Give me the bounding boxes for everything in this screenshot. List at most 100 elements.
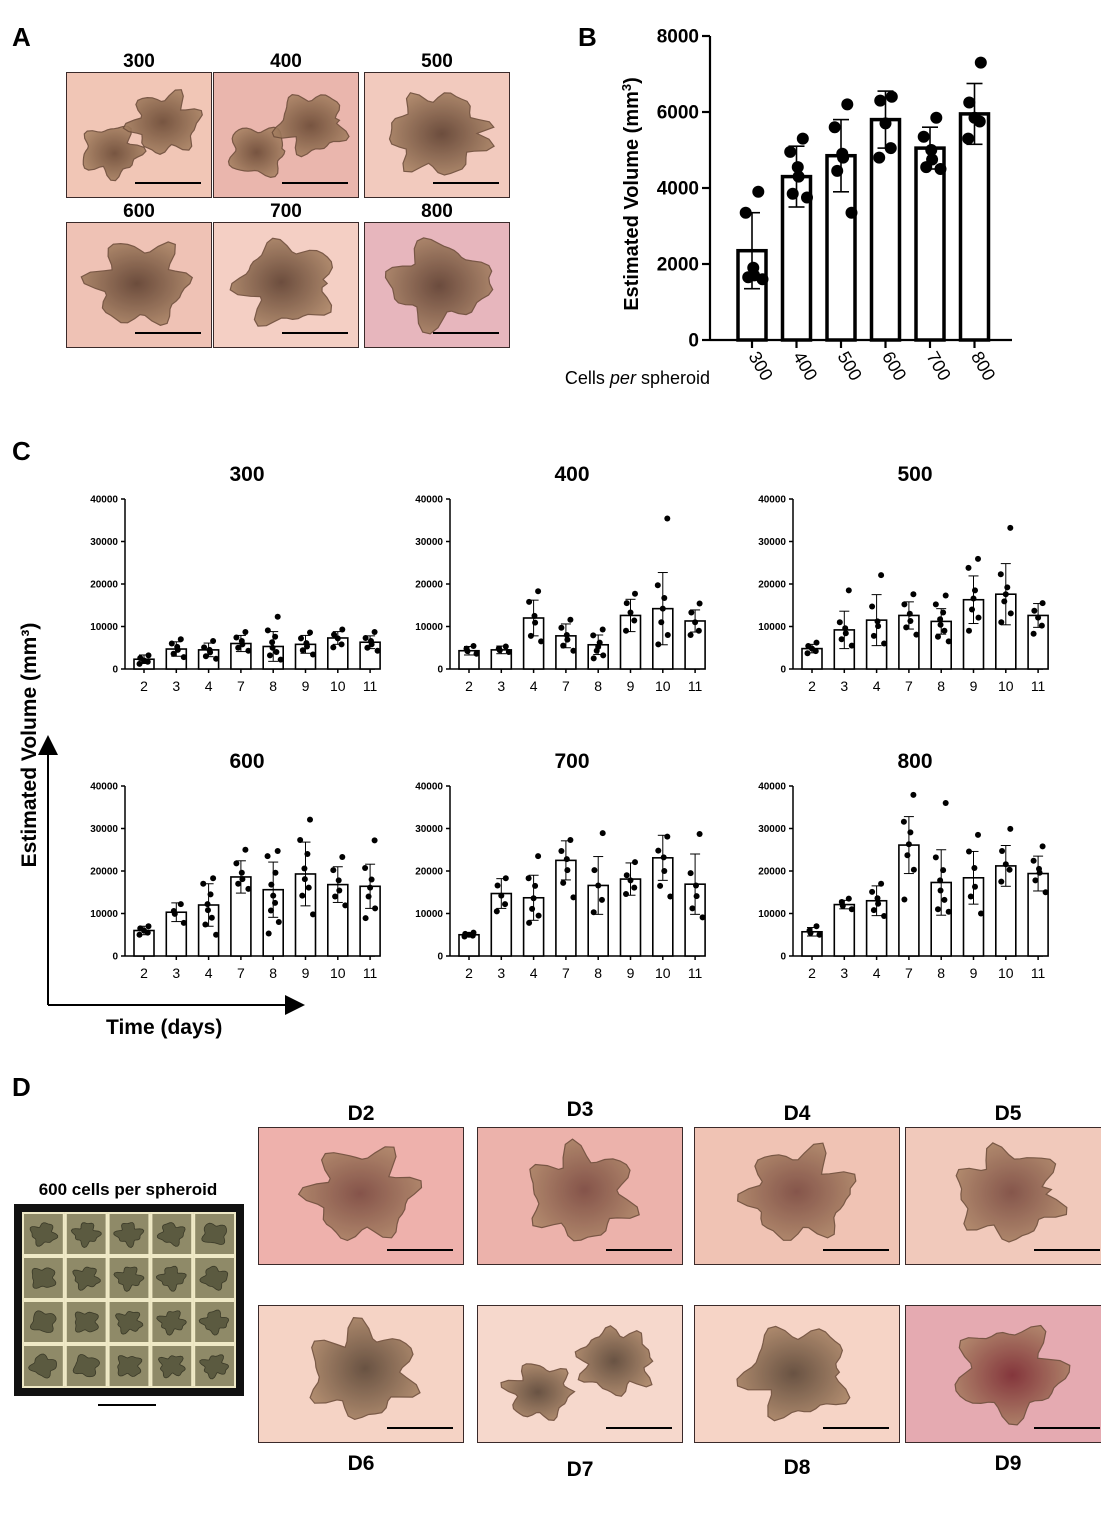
data-point xyxy=(664,833,671,840)
data-point xyxy=(971,865,978,872)
data-point xyxy=(297,836,304,843)
data-point xyxy=(136,931,143,938)
data-point xyxy=(277,656,284,663)
a-micrograph-600 xyxy=(66,222,212,348)
panel-letter-c: C xyxy=(12,436,31,466)
data-point xyxy=(336,887,343,894)
data-point xyxy=(687,870,694,877)
data-point xyxy=(932,854,939,861)
data-point xyxy=(213,931,220,938)
data-point xyxy=(1036,869,1043,876)
x-tick-label-300: 300 xyxy=(745,348,777,384)
data-point xyxy=(365,893,372,900)
y-tick-label: 0 xyxy=(688,331,699,352)
data-point xyxy=(870,907,877,914)
bar-800 xyxy=(958,112,991,342)
data-point xyxy=(907,829,914,836)
data-point xyxy=(595,882,602,889)
d-label-D6: D6 xyxy=(347,1452,375,1475)
x-tick-label-7: 7 xyxy=(562,965,570,981)
data-point xyxy=(202,921,209,928)
x-tick-label-7: 7 xyxy=(562,678,570,694)
data-point xyxy=(756,273,769,286)
data-point xyxy=(910,791,917,798)
data-point xyxy=(655,641,662,648)
d-micrograph-D6 xyxy=(258,1305,464,1443)
data-point xyxy=(235,644,242,651)
data-point xyxy=(879,117,892,130)
y-tick-label: 0 xyxy=(112,952,118,963)
d-micrograph-D8 xyxy=(694,1305,900,1443)
data-point xyxy=(338,641,345,648)
data-point xyxy=(660,854,667,861)
data-point xyxy=(136,660,143,667)
data-point xyxy=(687,632,694,638)
x-tick-label-11: 11 xyxy=(1031,965,1046,981)
data-point xyxy=(564,636,571,643)
data-point xyxy=(839,902,846,909)
data-point xyxy=(368,641,375,648)
data-point xyxy=(342,902,349,909)
data-point xyxy=(267,907,274,914)
y-tick-label: 10000 xyxy=(758,622,786,633)
data-point xyxy=(796,132,809,145)
x-tick-label-600: 600 xyxy=(878,348,910,384)
data-point xyxy=(934,633,941,640)
panel-letter-b: B xyxy=(578,22,597,52)
data-point xyxy=(845,206,858,219)
data-point xyxy=(874,895,881,902)
data-point xyxy=(364,644,371,651)
x-tick-label-7: 7 xyxy=(905,965,913,981)
data-point xyxy=(593,647,600,654)
data-point xyxy=(623,872,630,879)
panel-letter-d: D xyxy=(12,1072,31,1102)
data-point xyxy=(570,647,577,654)
x-tick-label-2: 2 xyxy=(140,678,148,694)
c-xlabel: Time (days) xyxy=(106,1016,223,1039)
data-point xyxy=(265,930,272,937)
data-point xyxy=(210,875,217,882)
data-point xyxy=(998,878,1005,885)
grid-spheroid xyxy=(156,1310,187,1336)
data-point xyxy=(1007,524,1014,531)
data-point xyxy=(900,818,907,825)
y-tick-label: 20000 xyxy=(415,867,443,878)
data-point xyxy=(942,800,949,806)
x-tick-label-11: 11 xyxy=(688,678,703,694)
data-point xyxy=(464,648,471,655)
data-point xyxy=(813,923,820,930)
data-point xyxy=(525,875,532,882)
data-point xyxy=(567,616,574,623)
data-point xyxy=(689,905,696,912)
data-point xyxy=(632,859,638,866)
data-point xyxy=(304,851,311,857)
data-point xyxy=(970,595,977,602)
data-point xyxy=(845,587,852,594)
data-point xyxy=(310,651,316,658)
data-point xyxy=(564,867,571,874)
data-point xyxy=(661,595,668,602)
x-tick-label-11: 11 xyxy=(1031,678,1046,694)
data-point xyxy=(168,640,175,647)
data-point xyxy=(374,647,381,654)
data-point xyxy=(233,634,240,641)
data-point xyxy=(696,600,703,607)
data-point xyxy=(207,649,214,656)
data-point xyxy=(974,56,987,69)
chart-b: Estimated Volume (mm3) 0 2000 4000 6000 8000 3… xyxy=(619,27,1012,384)
data-point xyxy=(875,623,882,630)
y-tick-label: 0 xyxy=(437,665,443,676)
data-point xyxy=(934,906,941,913)
data-point xyxy=(272,869,279,876)
data-point xyxy=(233,860,240,867)
data-point xyxy=(966,848,972,855)
x-tick-label-9: 9 xyxy=(970,965,978,981)
grid-spheroid xyxy=(113,1222,145,1248)
y-tick-label: 4000 xyxy=(657,179,699,200)
data-point xyxy=(699,914,706,921)
data-point xyxy=(239,876,246,883)
data-point xyxy=(693,893,700,900)
data-point xyxy=(307,816,313,823)
data-point xyxy=(563,856,570,863)
